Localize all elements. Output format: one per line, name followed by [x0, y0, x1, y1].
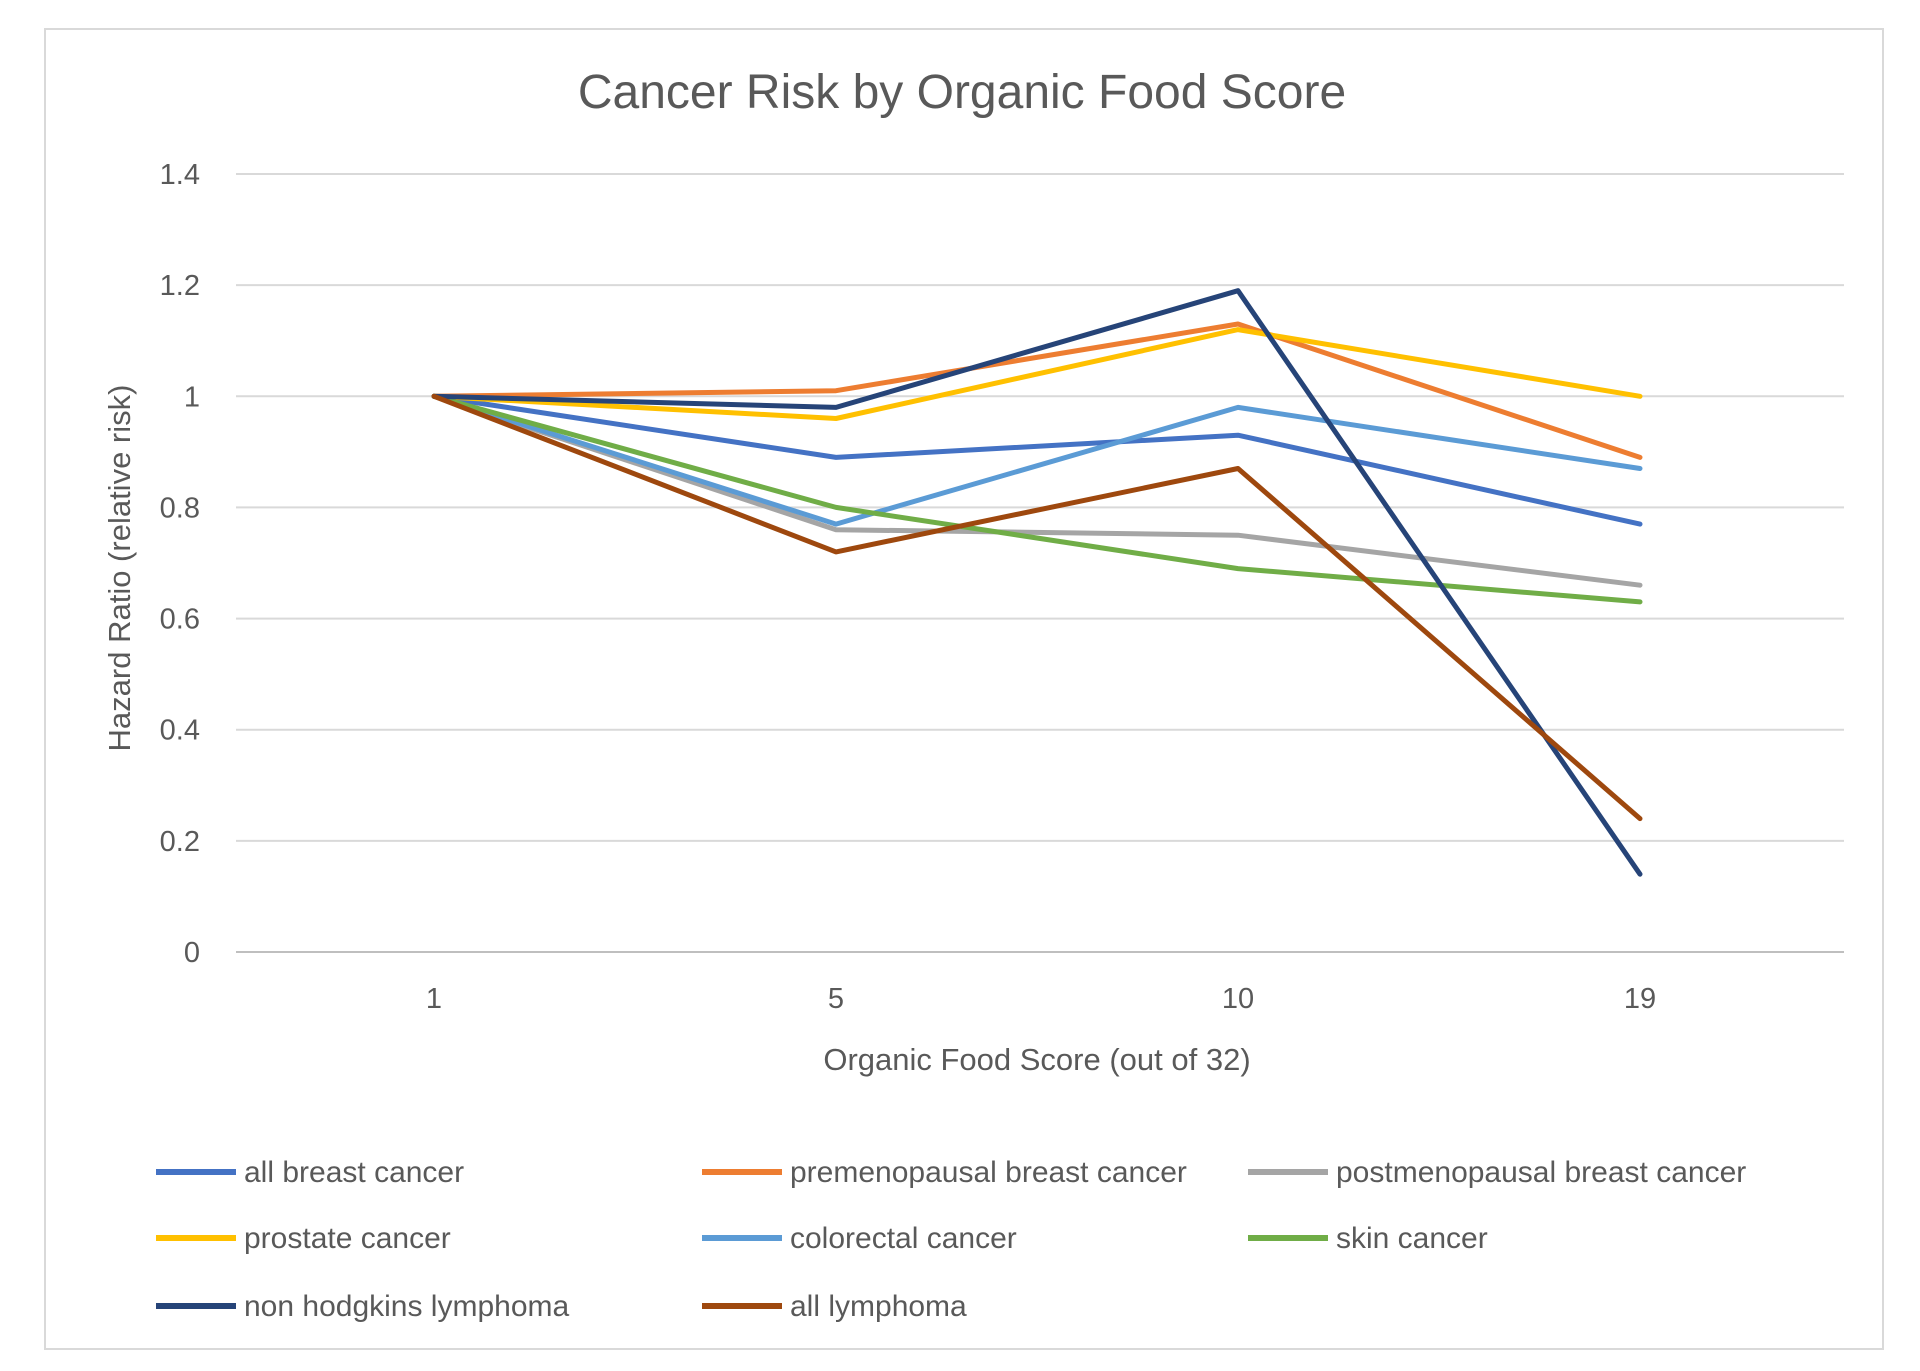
legend-item: non hodgkins lymphoma	[156, 1290, 570, 1323]
y-tick-label: 0.2	[160, 826, 200, 858]
series-line-premenopausal-breast-cancer	[431, 321, 1643, 460]
chart-frame	[44, 28, 1884, 1350]
gridlines	[236, 173, 1844, 953]
series-lines	[431, 288, 1643, 877]
y-tick-label: 0.4	[160, 715, 200, 747]
y-axis-ticks: 0 0.2 0.4 0.6 0.8 1 1.2 1.4	[160, 159, 200, 969]
x-tick-label: 10	[1222, 983, 1254, 1015]
legend-label: colorectal cancer	[790, 1222, 1017, 1255]
series-line-all-lymphoma	[431, 393, 1643, 822]
series-line-postmenopausal-breast-cancer	[431, 393, 1643, 588]
y-tick-label: 0	[184, 937, 200, 969]
legend: all breast cancer premenopausal breast ca…	[156, 1156, 1746, 1323]
x-axis-ticks: 1 5 10 19	[426, 983, 1656, 1015]
legend-item: skin cancer	[1248, 1222, 1488, 1255]
x-tick-label: 5	[828, 983, 844, 1015]
legend-label: all lymphoma	[790, 1290, 967, 1323]
legend-item: prostate cancer	[156, 1222, 451, 1255]
legend-label: all breast cancer	[244, 1156, 464, 1189]
x-tick-label: 1	[426, 983, 442, 1015]
legend-label: postmenopausal breast cancer	[1336, 1156, 1746, 1189]
legend-item: all breast cancer	[156, 1156, 464, 1189]
legend-item: colorectal cancer	[702, 1222, 1017, 1255]
x-tick-label: 19	[1624, 983, 1656, 1015]
series-line-skin-cancer	[431, 393, 1643, 605]
legend-label: premenopausal breast cancer	[790, 1156, 1187, 1189]
y-axis-title: Hazard Ratio (relative risk)	[102, 385, 137, 752]
y-tick-label: 1.4	[160, 159, 200, 191]
y-tick-label: 0.6	[160, 604, 200, 636]
chart-title: Cancer Risk by Organic Food Score	[578, 66, 1346, 119]
legend-label: skin cancer	[1336, 1222, 1488, 1255]
series-line-all-breast-cancer	[431, 393, 1643, 527]
series-line-colorectal-cancer	[431, 393, 1643, 527]
legend-label: non hodgkins lymphoma	[244, 1290, 570, 1323]
y-tick-label: 1.2	[160, 270, 200, 302]
y-tick-label: 1	[184, 381, 200, 413]
y-tick-label: 0.8	[160, 492, 200, 524]
x-axis-title: Organic Food Score (out of 32)	[823, 1042, 1250, 1077]
series-line-non-hodgkins-lymphoma	[431, 288, 1643, 877]
legend-item: all lymphoma	[702, 1290, 967, 1323]
legend-item: premenopausal breast cancer	[702, 1156, 1187, 1189]
legend-label: prostate cancer	[244, 1222, 451, 1255]
series-line-prostate-cancer	[431, 327, 1643, 421]
legend-item: postmenopausal breast cancer	[1248, 1156, 1746, 1189]
